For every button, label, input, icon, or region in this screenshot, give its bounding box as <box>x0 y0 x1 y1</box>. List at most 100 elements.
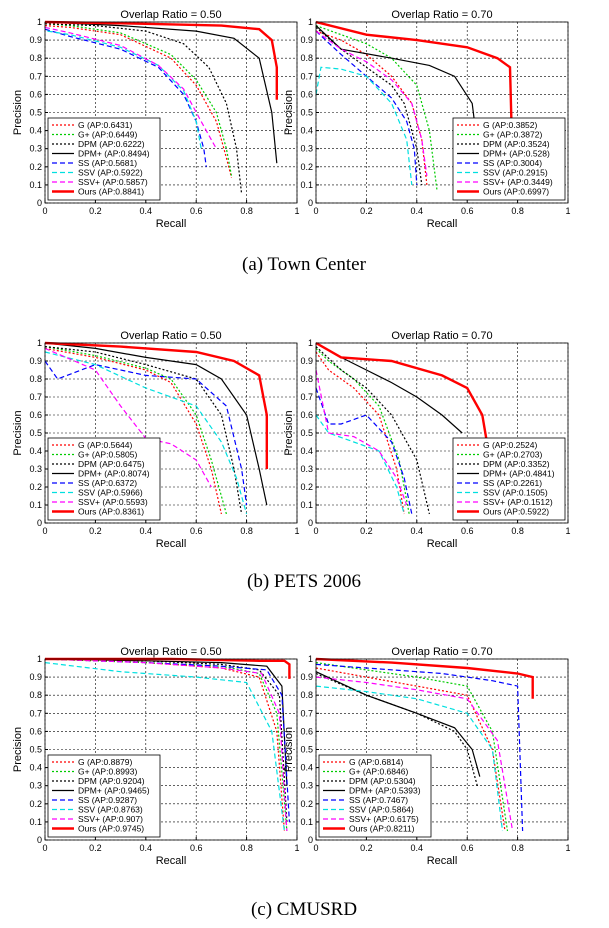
x-tick-label: 0 <box>42 526 47 536</box>
y-tick-label: 0.5 <box>300 428 313 438</box>
legend-label: G+ (AP:0.2703) <box>483 450 542 460</box>
y-tick-label: 1 <box>308 17 313 27</box>
y-tick-label: 1 <box>37 17 42 27</box>
legend-label: SSV (AP:0.2915) <box>483 168 548 178</box>
legend-label: DPM (AP:0.3352) <box>483 459 550 469</box>
y-tick-label: 0.1 <box>300 817 313 827</box>
legend-label: SS (AP:0.2261) <box>483 478 542 488</box>
y-tick-label: 0.2 <box>300 799 313 809</box>
x-tick-label: 0.8 <box>511 526 524 536</box>
pr-curve <box>45 26 217 149</box>
y-tick-label: 0.3 <box>29 464 42 474</box>
pr-curve <box>45 341 268 469</box>
y-tick-label: 0.7 <box>29 708 42 718</box>
pr-curve <box>316 663 524 832</box>
legend-label: G+ (AP:0.6846) <box>349 767 408 777</box>
y-tick-label: 0 <box>37 198 42 208</box>
x-tick-label: 0.8 <box>511 843 524 853</box>
legend-label: DPM (AP:0.6475) <box>78 459 145 469</box>
pr-curve <box>316 30 428 185</box>
y-tick-label: 0.2 <box>29 162 42 172</box>
y-tick-label: 0.3 <box>300 144 313 154</box>
y-tick-label: 0.3 <box>300 781 313 791</box>
axes-frame <box>44 21 298 204</box>
legend-label: G+ (AP:0.5805) <box>78 450 137 460</box>
legend-label: G (AP:0.6814) <box>349 757 404 767</box>
y-tick-label: 0.9 <box>29 356 42 366</box>
y-axis-label: Precision <box>283 727 295 772</box>
y-tick-label: 0.2 <box>300 482 313 492</box>
y-tick-label: 0.8 <box>29 374 42 384</box>
x-tick-label: 0.2 <box>89 206 102 216</box>
y-tick-label: 0.1 <box>300 500 313 510</box>
y-axis-label: Precision <box>283 90 295 135</box>
legend-label: SSV+ (AP:0.3449) <box>483 177 553 187</box>
x-tick-label: 0.4 <box>140 843 153 853</box>
legend-label: G (AP:0.8879) <box>78 757 133 767</box>
pr-curve <box>316 667 506 832</box>
legend-label: SS (AP:0.5681) <box>78 158 137 168</box>
legend-label: Ours (AP:0.8841) <box>78 187 144 197</box>
axes-frame <box>315 21 569 204</box>
x-tick-label: 1 <box>294 206 299 216</box>
pr-curve <box>45 25 233 178</box>
y-tick-label: 0.5 <box>29 108 42 118</box>
legend-label: SSV+ (AP:0.1512) <box>483 497 553 507</box>
y-tick-label: 0.6 <box>29 410 42 420</box>
legend-label: Ours (AP:0.8211) <box>349 824 415 834</box>
x-tick-label: 1 <box>294 526 299 536</box>
legend-label: DPM+ (AP:0.528) <box>483 149 550 159</box>
y-tick-label: 0.9 <box>300 672 313 682</box>
y-tick-label: 0.6 <box>29 726 42 736</box>
x-tick-label: 0 <box>313 206 318 216</box>
legend-label: SSV (AP:0.5864) <box>349 805 414 815</box>
legend-label: G (AP:0.3852) <box>483 120 538 130</box>
pr-curve <box>316 25 483 185</box>
y-axis-label: Precision <box>283 410 295 455</box>
y-tick-label: 0.4 <box>300 763 313 773</box>
y-tick-label: 0 <box>308 835 313 845</box>
legend-label: DPM+ (AP:0.8494) <box>78 149 150 159</box>
y-tick-label: 0.4 <box>29 126 42 136</box>
x-tick-label: 0.8 <box>511 206 524 216</box>
y-tick-label: 1 <box>308 654 313 664</box>
caption: (b) PETS 2006 <box>247 571 361 592</box>
axes-frame <box>315 658 569 841</box>
y-tick-label: 0.8 <box>300 690 313 700</box>
pr-curve <box>316 414 405 515</box>
legend-box <box>452 437 566 521</box>
legend-label: Ours (AP:0.9745) <box>78 824 144 834</box>
x-axis-label: Recall <box>156 218 187 230</box>
axes-frame <box>44 342 298 524</box>
pr-curve <box>316 676 514 832</box>
legend-label: SS (AP:0.3004) <box>483 158 542 168</box>
y-tick-label: 0.1 <box>300 180 313 190</box>
pr-curve <box>316 369 408 506</box>
x-tick-label: 0.4 <box>411 206 424 216</box>
y-axis-label: Precision <box>12 727 24 772</box>
axes-frame <box>44 658 298 841</box>
legend-label: SS (AP:0.7467) <box>349 795 408 805</box>
x-tick-label: 0.4 <box>411 843 424 853</box>
pr-curve <box>45 342 268 506</box>
chart-title: Overlap Ratio = 0.70 <box>391 330 492 342</box>
x-tick-label: 0.8 <box>240 526 253 536</box>
x-tick-label: 0.4 <box>140 526 153 536</box>
x-tick-label: 0.6 <box>461 526 474 536</box>
y-tick-label: 0.1 <box>29 817 42 827</box>
pr-curve <box>316 341 492 461</box>
y-tick-label: 0.8 <box>300 53 313 63</box>
y-tick-label: 0.3 <box>29 144 42 154</box>
legend-label: DPM (AP:0.5304) <box>349 776 416 786</box>
x-axis-label: Recall <box>427 538 458 550</box>
y-tick-label: 0.5 <box>29 428 42 438</box>
y-tick-label: 0.9 <box>300 35 313 45</box>
y-tick-label: 0.1 <box>29 180 42 190</box>
caption: (c) CMUSRD <box>251 899 357 920</box>
legend-label: G+ (AP:0.6449) <box>78 130 137 140</box>
legend-label: G (AP:0.2524) <box>483 440 538 450</box>
legend-label: DPM+ (AP:0.4841) <box>483 469 555 479</box>
y-tick-label: 0.9 <box>300 356 313 366</box>
y-tick-label: 0.6 <box>300 726 313 736</box>
